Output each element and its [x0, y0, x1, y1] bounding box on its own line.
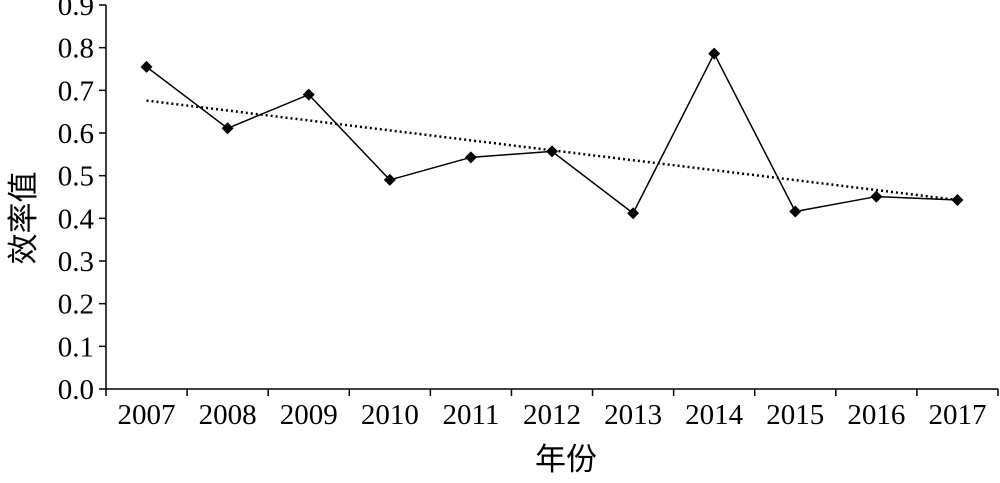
trendline-layer — [146, 99, 958, 202]
x-tick-label: 2011 — [442, 399, 499, 431]
x-tick-label: 2016 — [847, 399, 905, 431]
trendline — [146, 99, 958, 202]
y-axis-title: 效率值 — [6, 172, 41, 265]
x-tick-label: 2017 — [928, 399, 986, 431]
series-layer — [140, 47, 964, 220]
data-point-marker — [870, 190, 883, 203]
y-tick-label: 0.8 — [58, 33, 94, 65]
y-tick-label: 0.1 — [58, 331, 94, 363]
y-tick-label: 0.3 — [58, 246, 94, 278]
y-tick-label: 0.5 — [58, 161, 94, 193]
data-point-marker — [627, 207, 640, 220]
x-tick-label: 2008 — [199, 399, 257, 431]
series-line — [146, 51, 958, 215]
y-tick-label: 0.4 — [58, 203, 95, 235]
y-tick-label: 0.9 — [58, 0, 94, 22]
axes — [99, 4, 999, 396]
data-point-marker — [383, 173, 396, 186]
x-tick-label: 2015 — [766, 399, 824, 431]
data-point-marker — [546, 145, 558, 158]
x-tick-label: 2013 — [604, 399, 662, 431]
x-tick-label: 2014 — [685, 399, 744, 431]
y-tick-label: 0.2 — [58, 289, 94, 321]
data-point-marker — [464, 151, 477, 164]
x-axis-title: 年份 — [535, 442, 597, 477]
y-tick-label: 0.6 — [58, 118, 94, 150]
tick-labels: 0.0 0.1 0.2 0.3 0.4 0.5 0.6 0.7 0.8 0.9 2007 2008 20… — [58, 0, 987, 431]
x-tick-label: 2012 — [523, 399, 581, 431]
data-point-marker — [302, 88, 315, 101]
data-point-marker — [221, 122, 234, 135]
y-tick-label: 0.7 — [58, 75, 94, 107]
data-point-marker — [708, 47, 721, 60]
data-point-marker — [951, 193, 964, 206]
y-tick-label: 0.0 — [58, 374, 94, 406]
x-tick-label: 2009 — [280, 399, 338, 431]
data-point-marker — [789, 205, 802, 218]
x-tick-label: 2007 — [118, 399, 176, 431]
x-tick-label: 2010 — [361, 399, 419, 431]
data-point-marker — [140, 60, 153, 73]
